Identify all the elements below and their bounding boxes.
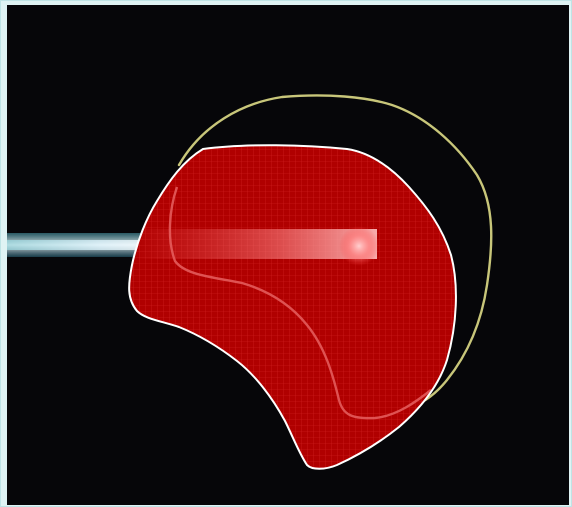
- image-viewport: [7, 5, 569, 505]
- region-outline: [128, 144, 457, 470]
- scene: [7, 94, 493, 470]
- outer-contour: [177, 94, 493, 409]
- segmentation-region: [128, 144, 457, 470]
- beam-core: [7, 240, 177, 250]
- inner-contour: [168, 186, 432, 420]
- beam-tip-glow: [339, 226, 379, 266]
